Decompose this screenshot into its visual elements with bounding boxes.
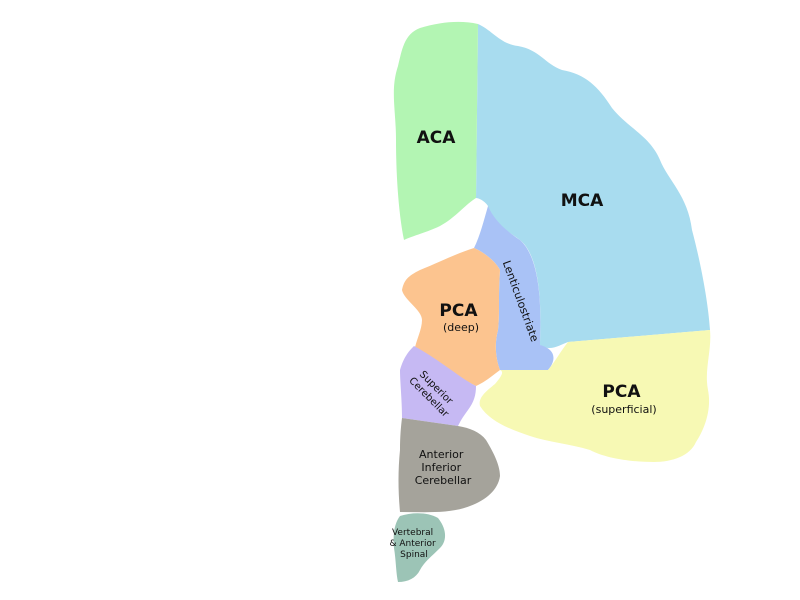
label-mca-line: MCA: [561, 191, 604, 211]
label-pca-superficial-line-1: PCA: [602, 382, 641, 402]
label-pca-superficial-line-2: (superficial): [591, 403, 656, 416]
label-pca-deep: PCA (deep): [439, 301, 482, 334]
label-aica-line-2: Inferior: [421, 461, 461, 474]
label-vertebral-line-2: & Anterior: [389, 539, 436, 549]
label-vertebral-line-3: Spinal: [400, 550, 428, 560]
region-vertebral: [393, 513, 446, 582]
region-lenticulostriate: [474, 206, 554, 370]
region-pca-superficial: [479, 330, 711, 462]
region-superior-cerebellar: [400, 346, 476, 426]
label-mca: MCA: [561, 191, 604, 211]
label-aica-line-3: Cerebellar: [415, 474, 472, 487]
label-aca-line: ACA: [417, 128, 457, 148]
label-pca-superficial: PCA (superficial): [591, 382, 656, 416]
region-mca: [476, 24, 710, 349]
label-aica: Anterior Inferior Cerebellar: [415, 448, 472, 487]
region-aca: [393, 21, 478, 241]
label-aca: ACA: [417, 128, 457, 148]
label-aica-line-1: Anterior: [419, 448, 464, 461]
label-vertebral-line-1: Vertebral: [392, 528, 433, 538]
region-aica: [398, 418, 500, 513]
label-vertebral: Vertebral & Anterior Spinal: [389, 528, 438, 560]
region-pca-deep: [402, 248, 500, 386]
label-pca-deep-line-2: (deep): [443, 321, 479, 334]
label-pca-deep-line-1: PCA: [439, 301, 478, 321]
